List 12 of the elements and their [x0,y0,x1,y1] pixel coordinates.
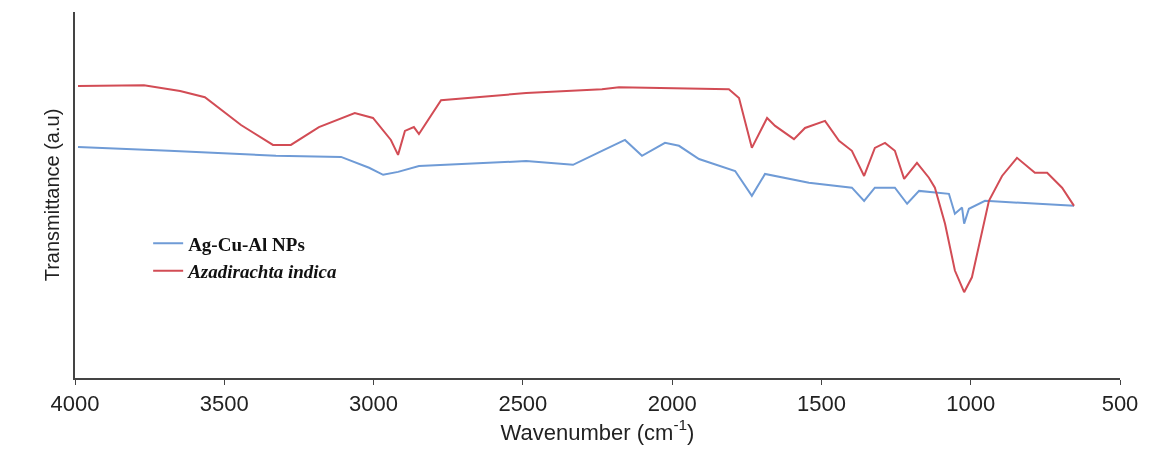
x-tick-label: 2500 [498,391,548,417]
legend-label: Ag-Cu-Al NPs [188,233,305,255]
legend-label: Azadirachta indica [187,261,337,283]
x-tick-label: 1000 [946,391,996,417]
x-tick-label: 3500 [199,391,249,417]
x-tick-label: 3000 [349,391,399,417]
x-tick-label: 2000 [647,391,697,417]
x-axis-title: Wavenumber (cm$^{-1}$) [500,416,695,445]
x-tick-label: 500 [1101,391,1139,417]
y-axis-title: Transmittance (a.u) [41,108,63,282]
x-tick-label: 1500 [796,391,846,417]
x-tick-label: 4000 [50,391,100,417]
